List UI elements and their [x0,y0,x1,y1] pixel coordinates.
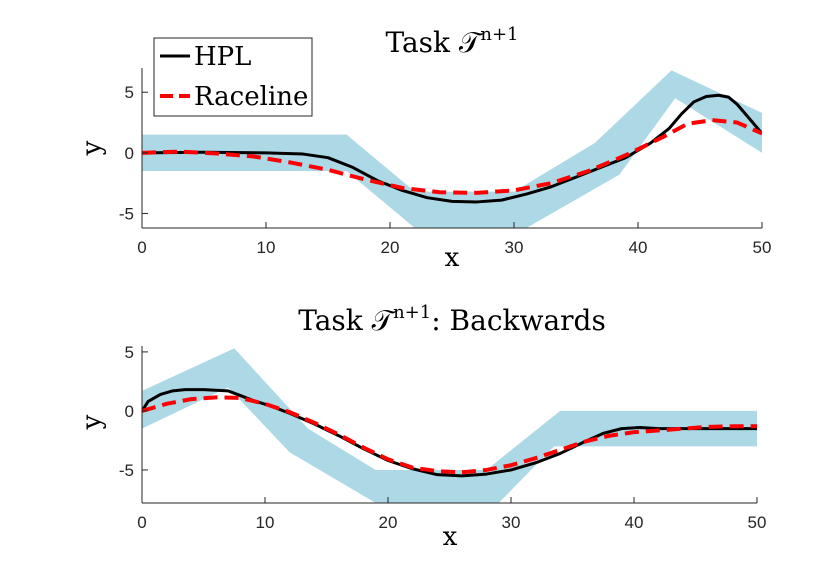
x-tick-label: 20 [379,513,398,532]
raceline-line [142,118,762,195]
y-tick-label: 0 [125,402,134,421]
y-axis-label: y [77,414,107,430]
y-tick-label: -5 [119,461,134,480]
x-tick-label: 40 [625,513,644,532]
clipped-series [142,70,762,228]
legend-box [153,37,313,117]
y-tick-label: 5 [125,343,134,362]
chart-title: Task 𝒯n+1: Backwards [298,302,606,337]
y-tick-label: 5 [125,83,134,102]
x-tick-label: 50 [748,513,767,532]
legend: HPL Raceline [153,37,313,117]
x-tick-label: 0 [137,238,146,257]
x-tick-label: 30 [505,238,524,257]
track-band [142,348,757,503]
x-tick-label: 10 [256,513,275,532]
y-tick-label: 0 [125,144,134,163]
y-axis-label: y [77,140,107,156]
clipped-series [142,348,757,503]
legend-hpl-label: HPL [194,42,251,72]
chart-title: Task 𝒯n+1 [385,24,518,59]
x-axis-label: x [445,243,460,273]
x-tick-label: 0 [137,513,146,532]
y-tick-label: -5 [119,204,134,223]
x-axis-label: x [443,522,458,552]
x-tick-label: 20 [381,238,400,257]
x-tick-label: 50 [753,238,772,257]
x-tick-label: 10 [257,238,276,257]
x-tick-label: 30 [502,513,521,532]
legend-raceline-label: Raceline [194,82,308,112]
hpl-line [142,93,762,204]
x-tick-label: 40 [629,238,648,257]
raceline-line [142,395,757,475]
